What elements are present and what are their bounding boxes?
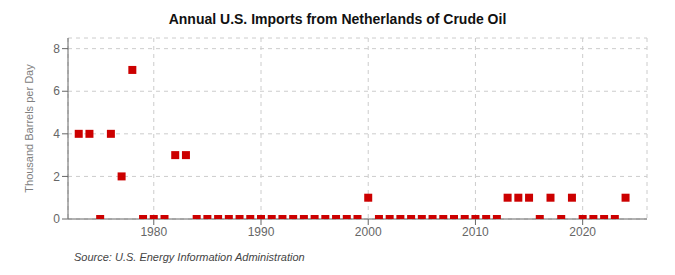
svg-text:Thousand Barrels per Day: Thousand Barrels per Day [23,64,35,193]
svg-text:2000: 2000 [355,225,382,239]
svg-text:1980: 1980 [140,225,167,239]
svg-text:1990: 1990 [248,225,275,239]
html-text:Source: U.S. Energy Informatio: Source: U.S. Energy Information Administ… [74,251,305,263]
svg-text:8: 8 [53,42,60,56]
svg-text:2020: 2020 [569,225,596,239]
svg-text:6: 6 [53,84,60,98]
svg-text:2: 2 [53,170,60,184]
svg-text:2010: 2010 [462,225,489,239]
svg-text:0: 0 [53,212,60,226]
svg-text:4: 4 [53,127,60,141]
html-text:Annual U.S. Imports from Nethe: Annual U.S. Imports from Netherlands of … [168,11,507,27]
